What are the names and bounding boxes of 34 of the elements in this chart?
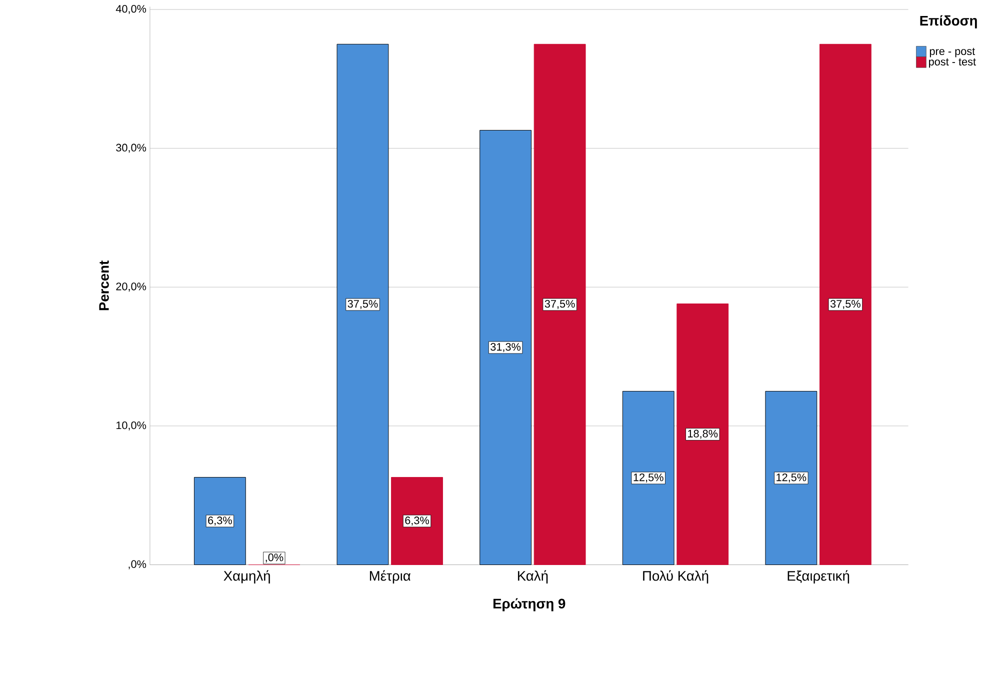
x-tick-label: Μέτρια bbox=[370, 570, 411, 584]
data-label: 37,5% bbox=[830, 300, 860, 309]
bar bbox=[194, 477, 246, 565]
y-tick-label: 30,0% bbox=[116, 144, 146, 153]
bar bbox=[391, 477, 443, 565]
legend-title: Επίδοση bbox=[920, 15, 977, 28]
bar bbox=[765, 390, 818, 565]
data-label: 31,3% bbox=[490, 343, 521, 352]
data-label: 6,3% bbox=[405, 516, 429, 526]
data-label: 12,5% bbox=[776, 474, 806, 482]
bar bbox=[622, 390, 674, 565]
data-label: 6,3% bbox=[208, 516, 232, 526]
bar bbox=[534, 44, 586, 565]
x-tick-label: Εξαιρετική bbox=[788, 570, 850, 584]
y-tick-label: 40,0% bbox=[116, 4, 146, 14]
x-tick-label: Πολύ Καλή bbox=[643, 570, 708, 584]
y-tick-label: ,0% bbox=[128, 560, 146, 570]
data-label: 18,8% bbox=[688, 430, 718, 439]
data-label: 12,5% bbox=[634, 474, 664, 482]
bar bbox=[819, 44, 872, 565]
data-label: ,0% bbox=[266, 554, 284, 562]
x-tick-label: Χαμηλή bbox=[224, 570, 270, 584]
legend-label: post - test bbox=[929, 58, 976, 68]
x-axis-title: Ερώτηση 9 bbox=[493, 598, 566, 612]
data-label: 37,5% bbox=[544, 300, 575, 309]
legend-label: pre - post bbox=[930, 48, 976, 58]
bar bbox=[480, 130, 532, 565]
y-tick-label: 10,0% bbox=[116, 421, 146, 430]
bar bbox=[336, 44, 389, 565]
data-label: 37,5% bbox=[348, 300, 378, 309]
y-tick-label: 20,0% bbox=[116, 282, 146, 292]
y-axis-title: Percent bbox=[99, 260, 109, 310]
bar bbox=[676, 304, 729, 565]
x-tick-label: Καλή bbox=[518, 570, 548, 584]
